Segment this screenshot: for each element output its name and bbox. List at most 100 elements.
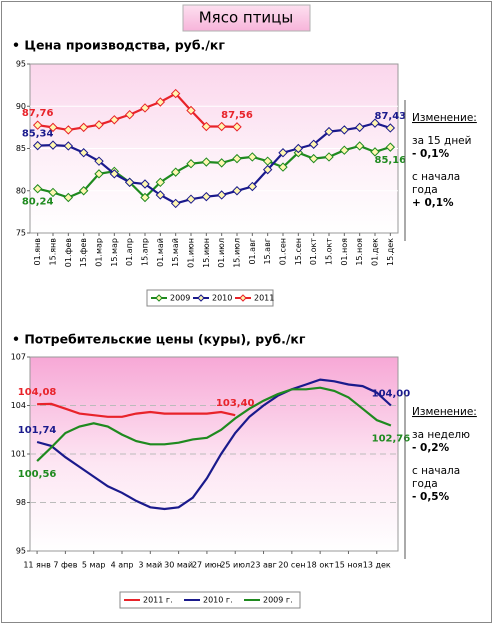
x-tick-label: 01.янв — [33, 238, 42, 266]
marker — [124, 109, 135, 120]
marker — [385, 142, 396, 152]
x-tick-label: 7 фев — [53, 561, 77, 570]
x-tick-label: 15.сен — [294, 238, 303, 265]
y-tick-label: 85 — [16, 144, 26, 153]
x-tick-label: 01.авг — [248, 238, 257, 265]
x-tick-label: 15.июл — [233, 238, 242, 268]
marker — [94, 156, 104, 166]
marker — [370, 118, 380, 128]
x-tick-label: 15.апр — [141, 238, 150, 266]
value-label: 104,00 — [372, 389, 411, 400]
x-tick-label: 18 окт — [307, 561, 334, 570]
annotation: за неделю — [412, 429, 470, 441]
marker — [339, 125, 350, 135]
x-tick-label: 15.дек — [386, 238, 395, 266]
x-tick-label: 01.мар — [95, 238, 104, 267]
value-label: 100,56 — [18, 469, 57, 480]
x-tick-label: 01.фев — [64, 238, 73, 267]
marker — [308, 139, 319, 149]
y-tick-label: 104 — [11, 401, 26, 410]
annotation: года — [412, 478, 438, 490]
marker — [32, 184, 43, 194]
x-tick-label: 15.ноя — [355, 238, 364, 266]
marker — [155, 190, 166, 200]
marker — [293, 143, 304, 154]
marker — [232, 186, 242, 196]
marker — [32, 140, 43, 151]
value-label: 87,76 — [22, 108, 54, 119]
marker — [354, 122, 365, 133]
annotation: с начала — [412, 465, 460, 477]
x-tick-label: 15.окт — [325, 238, 334, 265]
y-tick-label: 90 — [16, 102, 26, 111]
x-tick-label: 01.май — [156, 238, 165, 267]
marker — [48, 187, 58, 198]
marker — [201, 157, 212, 167]
marker — [216, 190, 227, 200]
marker — [140, 192, 150, 203]
x-tick-label: 20 сен — [278, 561, 305, 570]
value-label: 85,16 — [375, 155, 407, 166]
marker — [63, 192, 74, 203]
marker — [94, 120, 104, 130]
y-tick-label: 107 — [11, 353, 26, 362]
y-tick-label: 75 — [16, 229, 26, 238]
x-tick-label: 15.май — [171, 238, 180, 267]
legend-label: 2010 — [212, 294, 232, 303]
x-tick-label: 01.ноя — [340, 238, 349, 266]
marker — [308, 153, 319, 164]
marker — [232, 153, 242, 164]
marker — [216, 158, 227, 168]
legend-box — [146, 289, 274, 307]
marker — [186, 105, 196, 116]
value-label: 87,43 — [375, 111, 407, 122]
marker — [201, 191, 212, 202]
value-label: 104,08 — [18, 387, 57, 398]
x-tick-label: 01.окт — [309, 238, 318, 265]
x-tick-label: 15.янв — [49, 238, 58, 266]
annotation: - 0,5% — [412, 491, 450, 503]
marker — [385, 123, 396, 133]
annotation: Изменение: — [412, 406, 477, 418]
marker — [78, 122, 89, 133]
marker — [32, 120, 43, 130]
x-tick-label: 01.сен — [279, 238, 288, 265]
marker — [109, 115, 120, 125]
title-box — [182, 4, 311, 32]
marker — [216, 121, 227, 132]
legend-label: 2010 г. — [203, 596, 233, 605]
marker — [324, 126, 334, 137]
annotation: - 0,1% — [412, 148, 450, 160]
marker — [48, 140, 58, 150]
marker — [140, 179, 150, 189]
marker — [186, 194, 196, 204]
legend-label: 2011 — [254, 294, 274, 303]
x-tick-label: 01.июл — [217, 238, 226, 268]
marker — [155, 177, 166, 188]
annotation: - 0,2% — [412, 442, 450, 454]
y-tick-label: 95 — [16, 547, 26, 556]
page-title: Мясо птицы — [199, 9, 294, 27]
marker — [124, 177, 135, 188]
marker — [262, 164, 273, 175]
y-tick-label: 95 — [16, 60, 26, 69]
y-tick-label: 98 — [16, 498, 26, 507]
chart-title: • Потребительские цены (куры), руб./кг — [12, 332, 306, 347]
marker — [63, 141, 74, 151]
marker — [170, 88, 181, 99]
marker — [232, 122, 242, 132]
legend-label: 2009 г. — [263, 596, 293, 605]
x-tick-label: 4 апр — [111, 561, 134, 570]
value-label: 80,24 — [22, 197, 54, 208]
marker — [109, 169, 120, 179]
x-tick-label: 25 июл — [220, 561, 250, 570]
marker — [78, 148, 89, 158]
marker — [63, 125, 74, 135]
value-label: 103,40 — [216, 398, 255, 409]
value-label: 101,74 — [18, 425, 57, 436]
x-tick-label: 01.дек — [371, 238, 380, 266]
annotation: Изменение: — [412, 112, 477, 124]
x-tick-label: 13 дек — [363, 561, 391, 570]
